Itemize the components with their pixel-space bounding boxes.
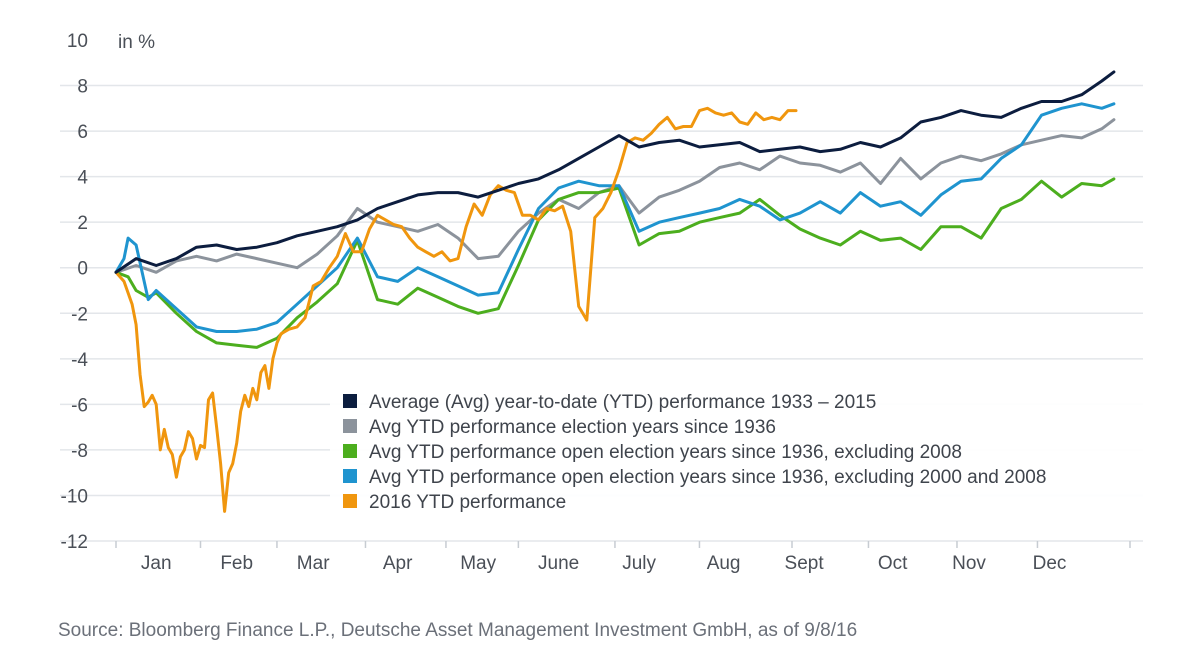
x-tick-label: May xyxy=(460,553,496,574)
x-tick-label: Oct xyxy=(878,553,908,574)
y-tick-label: -12 xyxy=(61,532,88,553)
legend-label: Avg YTD performance open election years … xyxy=(369,442,962,463)
legend-label: Avg YTD performance election years since… xyxy=(369,417,776,438)
y-tick-label: -10 xyxy=(61,486,88,507)
legend-swatch xyxy=(343,494,357,508)
y-tick-label: 4 xyxy=(77,168,88,189)
legend-swatch xyxy=(343,444,357,458)
x-tick-label: Mar xyxy=(297,553,330,574)
series-lines xyxy=(114,70,1116,513)
x-tick-label: Sept xyxy=(785,553,825,574)
legend: Average (Avg) year-to-date (YTD) perform… xyxy=(330,380,1150,522)
y-tick-label: 10 xyxy=(67,31,88,52)
x-axis: Jan Feb Mar Apr May June July Aug Sept Oct Nov Dec xyxy=(115,541,1131,574)
x-tick-label: Jan xyxy=(141,553,172,574)
series-line xyxy=(114,70,1116,274)
y-tick-label: -2 xyxy=(71,304,88,325)
series-line xyxy=(114,118,1116,274)
y-tick-label: 2 xyxy=(77,213,88,234)
x-tick-label: Dec xyxy=(1033,553,1067,574)
source-note: Source: Bloomberg Finance L.P., Deutsche… xyxy=(58,620,858,641)
y-tick-label: -4 xyxy=(71,350,88,371)
legend-swatch xyxy=(343,394,357,408)
y-tick-label: 6 xyxy=(77,122,88,143)
y-tick-label: 8 xyxy=(77,77,88,98)
legend-label: Average (Avg) year-to-date (YTD) perform… xyxy=(369,392,876,413)
y-tick-label: -8 xyxy=(71,441,88,462)
legend-label: Avg YTD performance open election years … xyxy=(369,467,1046,488)
x-tick-label: Nov xyxy=(952,553,986,574)
series-line xyxy=(114,102,1116,333)
y-tick-label: -6 xyxy=(71,395,88,416)
y-tick-label: 0 xyxy=(77,259,88,280)
unit-label: in % xyxy=(118,32,155,53)
x-tick-label: Apr xyxy=(383,553,413,574)
y-axis-tick-labels: 10 8 6 4 2 0 -2 -4 -6 -8 -10 -12 xyxy=(61,31,89,553)
legend-label: 2016 YTD performance xyxy=(369,492,566,513)
legend-swatch xyxy=(343,419,357,433)
legend-background xyxy=(330,380,1150,522)
x-tick-label: Feb xyxy=(220,553,253,574)
series-line xyxy=(114,106,798,513)
x-tick-label: Aug xyxy=(707,553,741,574)
x-tick-label: June xyxy=(538,553,579,574)
series-line xyxy=(114,177,1116,349)
legend-swatch xyxy=(343,469,357,483)
x-tick-label: July xyxy=(622,553,656,574)
